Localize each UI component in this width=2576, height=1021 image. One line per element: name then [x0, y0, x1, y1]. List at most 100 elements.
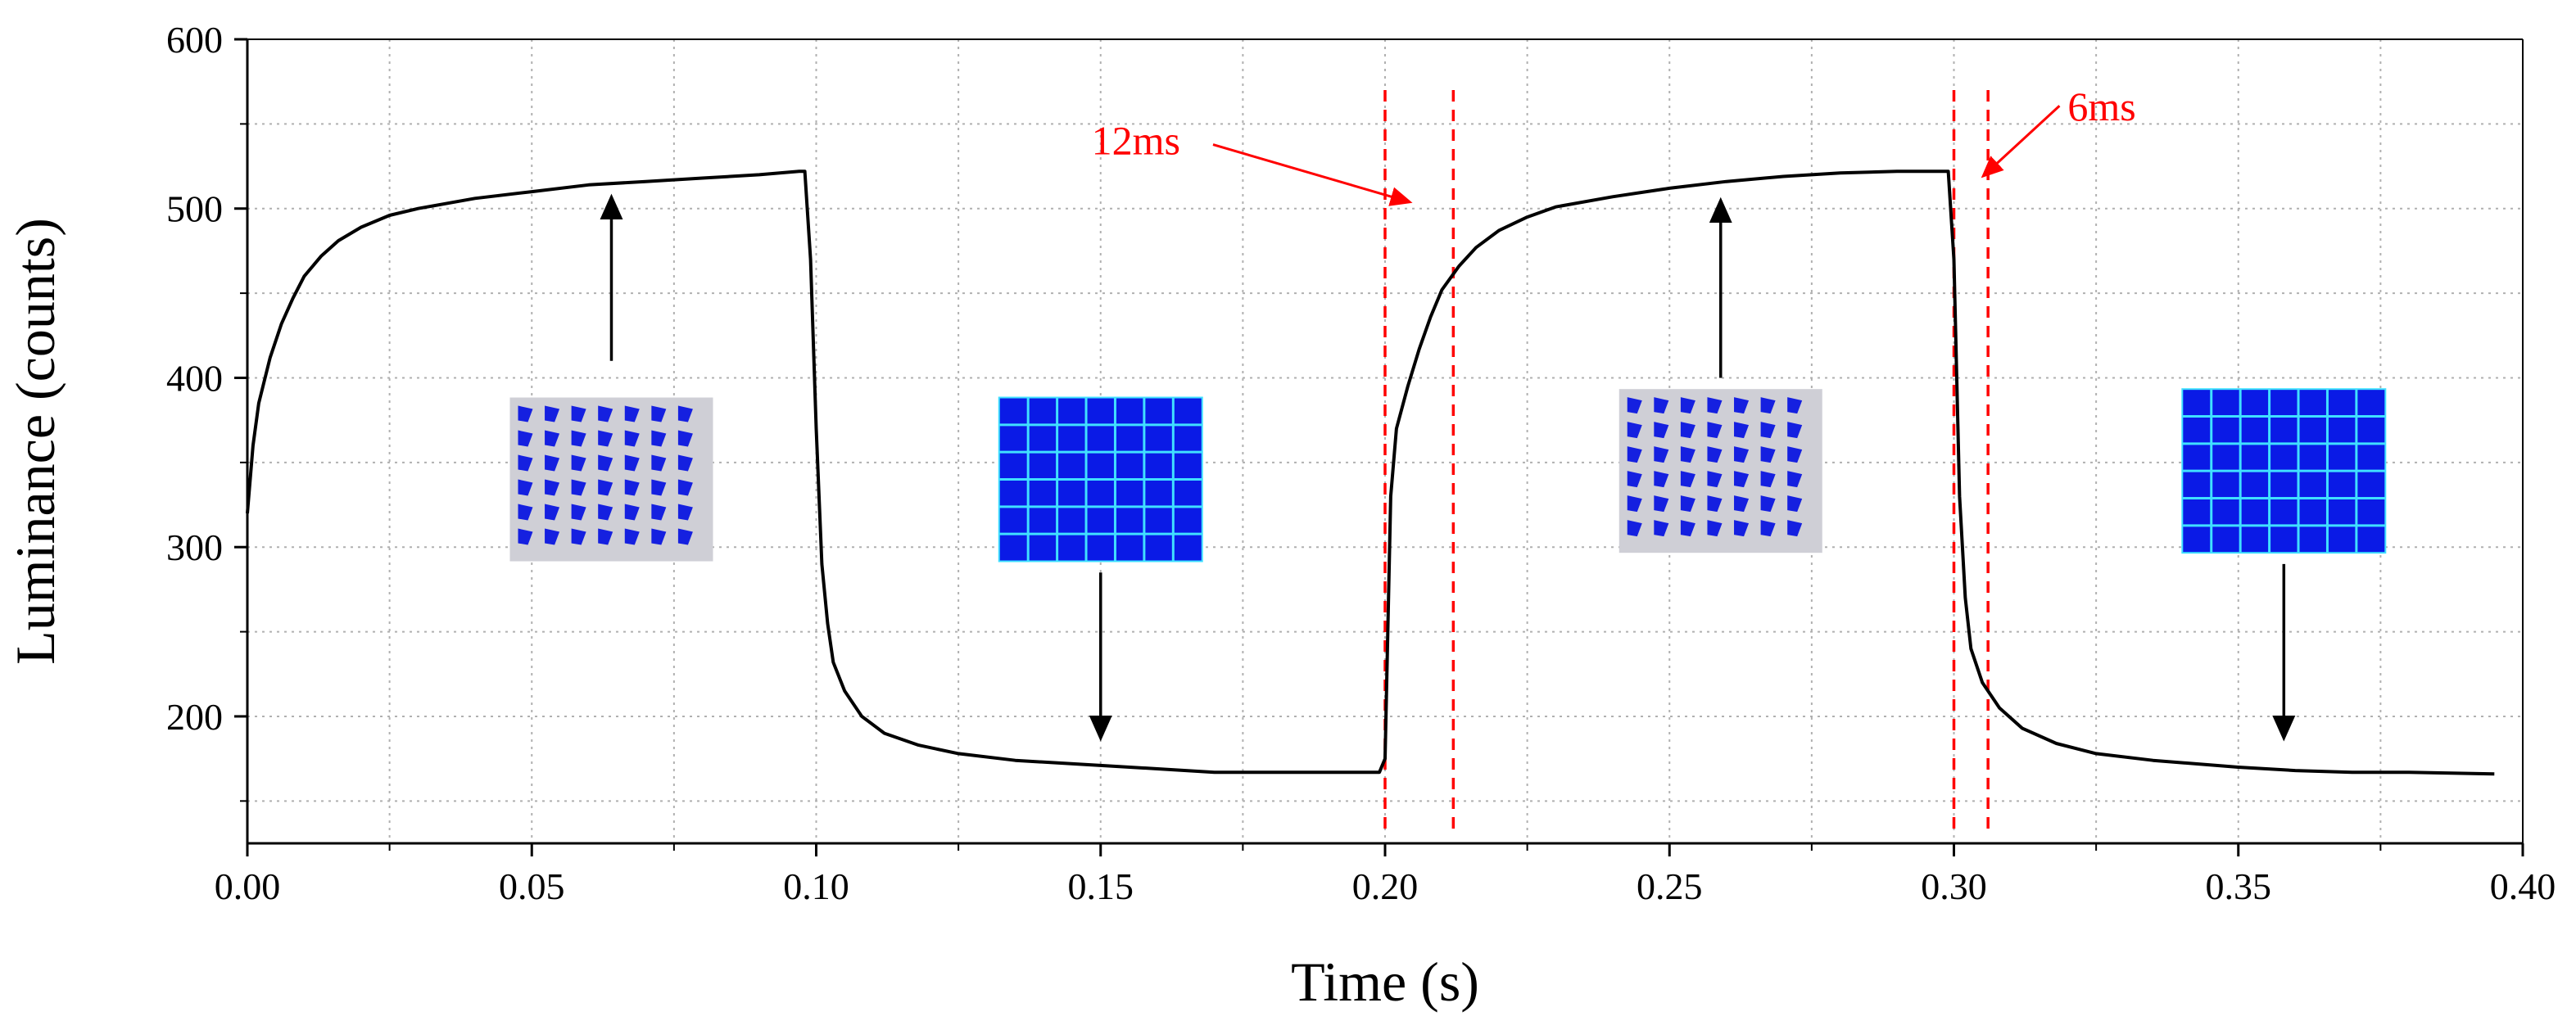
inset-pixel-dot [1734, 495, 1750, 513]
inset-pixel-dot [1680, 495, 1695, 513]
x-tick-label: 0.25 [1637, 865, 1703, 907]
inset-pixel-dot [571, 479, 586, 496]
inset-pixel-dot [598, 430, 613, 447]
inset-pixel-dot [651, 504, 667, 521]
x-tick-label: 0.40 [2490, 865, 2556, 907]
inset-pixel-dot [1627, 446, 1642, 463]
inset-pixel-dot [1654, 495, 1669, 513]
inset-pixel-dot [624, 405, 640, 422]
dark-state-inset [998, 396, 1203, 742]
inset-pixel-dot [1760, 397, 1776, 414]
inset-pixel-dot [598, 405, 613, 422]
inset-pixel-dot [1627, 471, 1642, 488]
inset-pixel-dot [545, 504, 560, 521]
inset-pixel-dot [651, 405, 667, 422]
inset-pixel-dot [545, 479, 560, 496]
inset-pixel-dot [1707, 520, 1723, 537]
inset-pixel-dot [677, 454, 693, 472]
annotation-arrow [1981, 105, 2061, 178]
bright-state-inset [1618, 197, 1822, 553]
inset-pixel-dot [598, 479, 613, 496]
inset-pixel-dot [624, 479, 640, 496]
inset-pixel-dot [1680, 446, 1695, 463]
inset-pixel-dot [624, 454, 640, 472]
inset-border [998, 396, 1203, 562]
inset-pixel-dot [1760, 495, 1776, 513]
inset-pixel-dot [545, 454, 560, 472]
inset-pixel-dot [1680, 422, 1695, 439]
y-tick-label: 500 [166, 188, 223, 230]
inset-pixel-dot [571, 528, 586, 545]
inset-pixel-dot [1787, 520, 1803, 537]
inset-pixel-dot [571, 430, 586, 447]
inset-pixel-dot [518, 504, 533, 521]
inset-pixel-dot [677, 405, 693, 422]
timing-annotation: 6ms [1981, 84, 2136, 178]
annotations: 12ms 6ms [509, 84, 2387, 835]
y-axis-title: Luminance (counts) [4, 218, 66, 665]
y-tick-label: 300 [166, 526, 223, 568]
inset-pixel-dot [1787, 495, 1803, 513]
inset-pixel-dot [677, 504, 693, 521]
inset-pixel-dot [651, 430, 667, 447]
annotation-arrow [1212, 143, 1413, 206]
inset-pixel-dot [518, 430, 533, 447]
inset-pixel-dot [545, 405, 560, 422]
inset-pixel-dot [1707, 397, 1723, 414]
inset-pixel-dot [1760, 446, 1776, 463]
inset-pixel-dot [1760, 471, 1776, 488]
inset-pixel-dot [1627, 520, 1642, 537]
inset-pixel-dot [651, 528, 667, 545]
inset-pixel-dot [571, 454, 586, 472]
dark-state-inset [2181, 388, 2387, 742]
inset-pixel-dot [545, 528, 560, 545]
x-tick-label: 0.20 [1352, 865, 1419, 907]
x-tick-label: 0.10 [783, 865, 849, 907]
inset-pixel-dot [1734, 422, 1750, 439]
inset-border [2181, 388, 2387, 554]
inset-pixel-dot [624, 430, 640, 447]
inset-pixel-dot [1654, 397, 1669, 414]
series-layer [246, 169, 2495, 776]
inset-pixel-dot [651, 454, 667, 472]
bright-state-inset [509, 193, 713, 562]
inset-pixel-dot [1707, 495, 1723, 513]
inset-pixel-dot [1707, 446, 1723, 463]
inset-pixel-dot [1734, 520, 1750, 537]
inset-pixel-dot [1707, 422, 1723, 439]
axes: 0.00 0.05 0.10 0.15 0.20 0.25 0.30 0.35 0.40 200 3… [166, 19, 2556, 907]
y-tick-label: 200 [166, 696, 223, 738]
inset-pixel-dot [1680, 471, 1695, 488]
inset-pixel-dot [677, 430, 693, 447]
inset-pixel-dot [1654, 520, 1669, 537]
inset-pixel-dot [1654, 446, 1669, 463]
inset-pixel-dot [571, 405, 586, 422]
y-tick-label: 600 [166, 19, 223, 61]
inset-pixel-dot [624, 504, 640, 521]
inset-pixel-dot [1627, 397, 1642, 414]
inset-pixel-dot [518, 454, 533, 472]
inset-pixel-dot [1760, 422, 1776, 439]
x-tick-label: 0.30 [1921, 865, 1987, 907]
inset-pixel-dot [1787, 422, 1803, 439]
y-tick-label: 400 [166, 357, 223, 399]
inset-pixel-dot [518, 479, 533, 496]
inset-pixel-dot [1787, 471, 1803, 488]
inset-pixel-dot [545, 430, 560, 447]
inset-pixel-dot [1734, 471, 1750, 488]
inset-pixel-dot [677, 528, 693, 545]
inset-pixel-dot [1787, 397, 1803, 414]
inset-pixel-dot [598, 504, 613, 521]
inset-pixel-dot [1627, 495, 1642, 513]
inset-pixel-dot [651, 479, 667, 496]
inset-pixel-dot [677, 479, 693, 496]
inset-pixel-dot [598, 454, 613, 472]
inset-pixel-dot [1734, 397, 1750, 414]
inset-pixel-dot [1654, 422, 1669, 439]
x-axis-title: Time (s) [1291, 951, 1479, 1013]
inset-pixel-dot [571, 504, 586, 521]
luminance-series-line [246, 169, 2495, 776]
inset-pixel-dot [624, 528, 640, 545]
inset-pixel-dot [518, 528, 533, 545]
